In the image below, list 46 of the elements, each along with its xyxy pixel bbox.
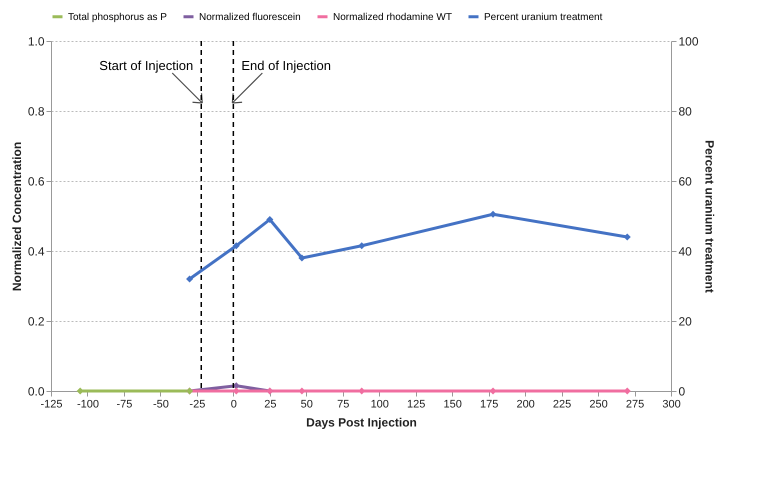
x-tick-label: 150	[443, 398, 462, 410]
x-tick-label: 0	[230, 398, 237, 410]
x-tick-label: 250	[589, 398, 608, 410]
y2-tick-label: 0	[678, 384, 686, 398]
x-tick-label: 175	[480, 398, 498, 410]
x-tick-label: -100	[76, 398, 99, 410]
x-tick-label: 300	[662, 398, 681, 410]
y-tick-label: 1.0	[28, 34, 45, 48]
y2-tick-label: 80	[678, 104, 692, 118]
x-axis-title: Days Post Injection	[306, 416, 417, 430]
y-tick-label: 0.0	[28, 384, 45, 398]
x-tick-label: 75	[337, 398, 350, 410]
x-tick-label: -25	[189, 398, 206, 410]
y2-axis-title: Percent uranium treatment	[702, 140, 717, 293]
y2-tick-label: 20	[678, 314, 692, 328]
x-tick-label: -75	[116, 398, 132, 410]
point	[358, 242, 366, 250]
point	[266, 216, 274, 224]
legend-label: Normalized rhodamine WT	[333, 12, 452, 23]
y-tick-label: 0.2	[28, 314, 45, 328]
x-tick-label: 25	[264, 398, 276, 410]
legend-label: Total phosphorus as P	[68, 12, 168, 23]
point	[489, 210, 497, 218]
y-tick-label: 0.6	[28, 174, 45, 188]
y-axis-title: Normalized Concentration	[10, 142, 24, 292]
y-tick-label: 0.4	[28, 244, 45, 258]
y2-tick-label: 40	[678, 244, 692, 258]
legend-label: Normalized fluorescein	[199, 12, 301, 23]
x-tick-label: 50	[300, 398, 313, 410]
point	[298, 254, 306, 262]
x-tick-label: 125	[407, 398, 426, 410]
ref-line-label: Start of Injection	[99, 58, 194, 73]
x-tick-label: 200	[516, 398, 535, 410]
point	[186, 275, 194, 283]
x-tick-label: -125	[40, 398, 63, 410]
y2-tick-label: 60	[678, 174, 692, 188]
x-tick-label: -50	[152, 398, 169, 410]
point	[624, 233, 631, 241]
x-tick-label: 100	[370, 398, 389, 410]
point	[232, 242, 240, 250]
ref-line-label: End of Injection	[241, 58, 331, 73]
x-tick-label: 275	[626, 398, 644, 410]
x-tick-label: 225	[552, 398, 572, 410]
y2-tick-label: 100	[678, 34, 699, 48]
y-tick-label: 0.8	[28, 104, 45, 118]
legend-label: Percent uranium treatment	[484, 12, 603, 23]
